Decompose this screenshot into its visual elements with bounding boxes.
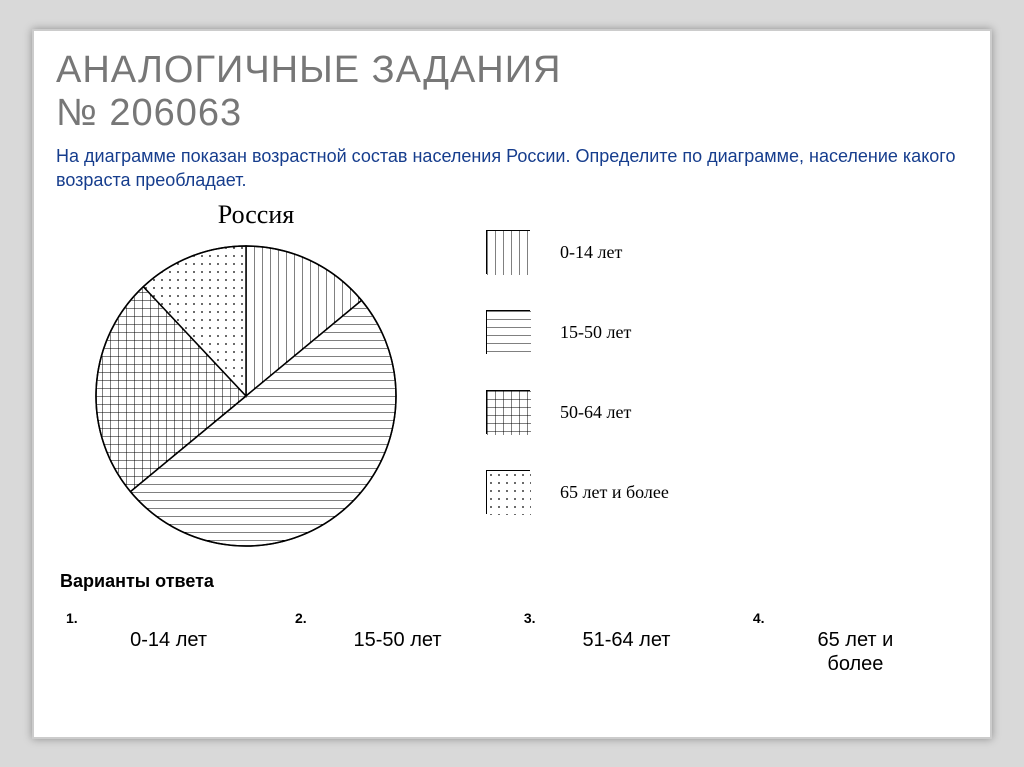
legend-row: 15-50 лет xyxy=(486,310,669,354)
answer-text: 0-14 лет xyxy=(66,628,271,652)
pie-title: Россия xyxy=(86,200,426,230)
legend-swatch xyxy=(486,470,530,514)
legend-label: 0-14 лет xyxy=(560,242,622,263)
slide-frame: АНАЛОГИЧНЫЕ ЗАДАНИЯ № 206063 На диаграмм… xyxy=(32,29,992,739)
answer-option[interactable]: 2. 15-50 лет xyxy=(295,610,500,676)
legend-row: 0-14 лет xyxy=(486,230,669,274)
answer-number: 1. xyxy=(66,610,78,626)
legend-label: 50-64 лет xyxy=(560,402,631,423)
legend: 0-14 лет 15-50 лет 50-64 лет 65 лет и более xyxy=(486,230,669,514)
answer-text: 51-64 лет xyxy=(524,628,729,652)
chart-area: Россия 0-14 лет 15-50 лет 50-64 лет 65 лет … xyxy=(86,200,968,561)
answer-number: 4. xyxy=(753,610,765,626)
pie-chart xyxy=(86,236,406,556)
legend-row: 50-64 лет xyxy=(486,390,669,434)
legend-swatch xyxy=(486,390,530,434)
legend-swatch xyxy=(486,310,530,354)
answer-number: 2. xyxy=(295,610,307,626)
legend-row: 65 лет и более xyxy=(486,470,669,514)
legend-label: 15-50 лет xyxy=(560,322,631,343)
answer-option[interactable]: 1. 0-14 лет xyxy=(66,610,271,676)
slide-title: АНАЛОГИЧНЫЕ ЗАДАНИЯ № 206063 xyxy=(56,49,968,136)
title-line-2: № 206063 xyxy=(56,92,242,134)
legend-label: 65 лет и более xyxy=(560,482,669,503)
title-line-1: АНАЛОГИЧНЫЕ ЗАДАНИЯ xyxy=(56,49,562,91)
pie-column: Россия xyxy=(86,200,426,561)
answer-option[interactable]: 4. 65 лет иболее xyxy=(753,610,958,676)
answers-title: Варианты ответа xyxy=(60,571,968,592)
legend-swatch xyxy=(486,230,530,274)
answers-row: 1. 0-14 лет 2. 15-50 лет 3. 51-64 лет 4. 65 лет… xyxy=(56,610,968,676)
answer-text: 15-50 лет xyxy=(295,628,500,652)
question-text: На диаграмме показан возрастной состав н… xyxy=(56,144,968,193)
answer-text: 65 лет иболее xyxy=(753,628,958,676)
answer-number: 3. xyxy=(524,610,536,626)
answer-option[interactable]: 3. 51-64 лет xyxy=(524,610,729,676)
